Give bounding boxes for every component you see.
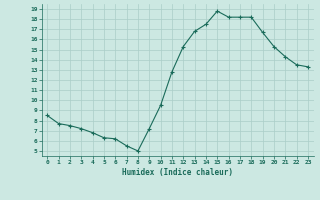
X-axis label: Humidex (Indice chaleur): Humidex (Indice chaleur) xyxy=(122,168,233,177)
